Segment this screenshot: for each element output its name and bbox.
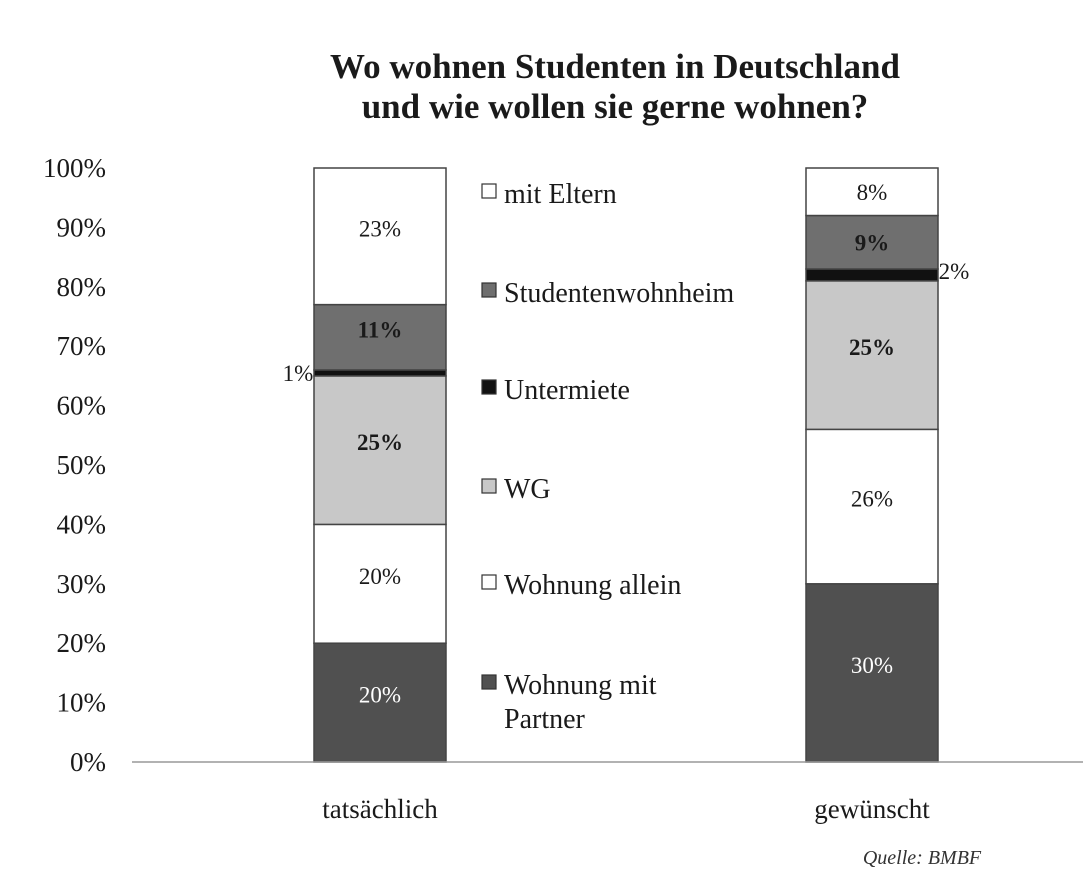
x-axis: tatsächlich gewünscht (132, 761, 1083, 824)
bar-segment (313, 369, 447, 377)
data-label: 25% (357, 430, 403, 455)
y-tick-label: 20% (57, 628, 107, 658)
bars: 20% 20% 25% 1% 11% 23% 30% 26% 25% 2% 9% 8% (283, 167, 970, 763)
bar-segment (805, 268, 939, 282)
data-label: 25% (849, 335, 895, 360)
legend-label: WG (504, 474, 551, 505)
y-tick-label: 70% (57, 331, 107, 361)
legend-swatch (481, 574, 497, 590)
legend-item: WG (481, 474, 551, 505)
data-label: 30% (851, 653, 893, 678)
data-label: 9% (855, 230, 890, 255)
chart-subtitle: und wie wollen sie gerne wohnen? (362, 87, 869, 126)
y-tick-label: 10% (57, 688, 107, 718)
y-tick-label: 90% (57, 212, 107, 242)
legend-item: Wohnung allein (481, 570, 681, 601)
legend-swatch (481, 379, 497, 395)
legend-label: mit Eltern (504, 179, 617, 210)
bar-segment (313, 375, 447, 526)
y-tick-label: 80% (57, 272, 107, 302)
data-label: 26% (851, 487, 893, 512)
y-axis: 0% 10% 20% 30% 40% 50% 60% 70% 80% 90% 100% (43, 153, 106, 777)
y-tick-label: 50% (57, 450, 107, 480)
x-category-label: tatsächlich (322, 794, 438, 824)
legend-label: Untermiete (504, 375, 630, 406)
data-label: 20% (359, 683, 401, 708)
bar-segment (805, 280, 939, 431)
bar-segment (805, 214, 939, 270)
bar-segment (313, 642, 447, 763)
legend-label: Wohnung mit (504, 670, 657, 701)
chart-title: Wo wohnen Studenten in Deutschland (330, 47, 900, 86)
y-tick-label: 60% (57, 391, 107, 421)
data-label: 8% (857, 180, 888, 205)
data-label: 20% (359, 564, 401, 589)
y-tick-label: 40% (57, 509, 107, 539)
data-label: 2% (939, 259, 970, 284)
legend-item: mit Eltern (481, 179, 617, 210)
legend-label: Partner (504, 704, 586, 735)
legend-label: Studentenwohnheim (504, 278, 734, 309)
data-label: 11% (358, 317, 403, 342)
legend-swatch (481, 674, 497, 690)
legend-swatch (481, 478, 497, 494)
bar-segment (805, 583, 939, 763)
bar-segment (805, 428, 939, 585)
y-tick-label: 0% (70, 747, 106, 777)
legend-item: Studentenwohnheim (481, 278, 734, 309)
x-category-label: gewünscht (814, 794, 930, 824)
legend-label: Wohnung allein (504, 570, 681, 601)
bar-segment (805, 167, 939, 217)
legend-swatch (481, 183, 497, 199)
legend-item: Untermiete (481, 375, 630, 406)
legend-swatch (481, 282, 497, 298)
legend: mit Eltern Studentenwohnheim Untermiete WG W… (481, 179, 734, 735)
data-label: 1% (283, 361, 314, 386)
bar-stack: 30% 26% 25% 2% 9% 8% (805, 167, 970, 763)
y-tick-label: 30% (57, 569, 107, 599)
bar-segment (313, 167, 447, 306)
bar-stack: 20% 20% 25% 1% 11% 23% (283, 167, 447, 763)
data-label: 23% (359, 216, 401, 241)
source-note: Quelle: BMBF (863, 847, 982, 869)
y-tick-label: 100% (43, 153, 106, 183)
